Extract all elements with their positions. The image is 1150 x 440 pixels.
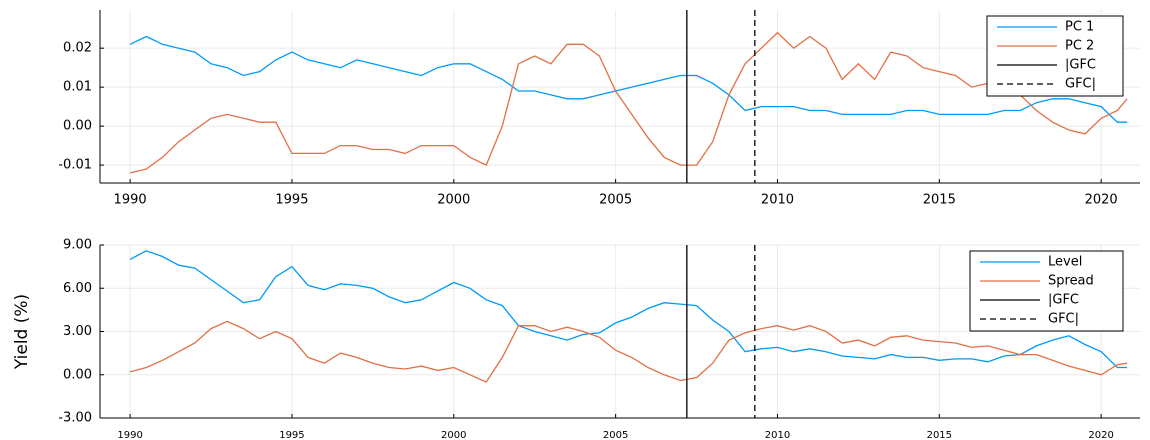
x-tick-label: 2010 <box>761 193 794 208</box>
legend-label: PC 1 <box>1065 20 1094 35</box>
series-line <box>129 250 1128 369</box>
x-tick-label: 2020 <box>1088 430 1113 440</box>
x-tick-label: 2015 <box>923 193 956 208</box>
y-tick-label: -3.00 <box>58 411 92 426</box>
y-tick-label: 0.02 <box>63 41 92 56</box>
legend-label: GFC| <box>1065 77 1096 92</box>
legend-label: PC 2 <box>1065 39 1094 54</box>
series-line <box>129 35 1128 123</box>
series-line <box>129 31 1128 174</box>
legend: PC 1 PC 2 |GFC GFC| <box>986 15 1124 97</box>
x-tick-label: 2010 <box>765 430 790 440</box>
x-tick-label: 1990 <box>117 430 142 440</box>
y-tick-label: 0.01 <box>63 80 92 95</box>
y-tick-label: 6.00 <box>63 281 92 296</box>
legend-label: GFC| <box>1048 312 1079 327</box>
legend-label: Level <box>1048 255 1082 270</box>
x-tick-label: 1995 <box>275 193 308 208</box>
x-tick-label: 2015 <box>927 430 952 440</box>
y-tick-label: 3.00 <box>63 324 92 339</box>
x-tick-label: 2000 <box>437 193 470 208</box>
x-tick-label: 1995 <box>279 430 304 440</box>
legend: Level Spread |GFC GFC| <box>969 250 1124 332</box>
legend-label: |GFC <box>1065 58 1096 73</box>
x-tick-label: 1990 <box>114 193 147 208</box>
x-tick-label: 2005 <box>603 430 628 440</box>
y-tick-label: 0.00 <box>63 119 92 134</box>
legend-label: |GFC <box>1048 293 1079 308</box>
y-tick-label: -0.01 <box>58 158 92 173</box>
series-line <box>129 320 1128 383</box>
legend-box <box>986 15 1124 97</box>
x-tick-label: 2005 <box>599 193 632 208</box>
y-axis-label: Yield (%) <box>12 294 32 370</box>
legend-box <box>969 250 1124 332</box>
x-tick-label: 2000 <box>441 430 466 440</box>
legend-label: Spread <box>1048 274 1094 289</box>
y-tick-label: 0.00 <box>63 367 92 382</box>
x-tick-label: 2020 <box>1085 193 1118 208</box>
y-tick-label: 9.00 <box>63 238 92 253</box>
